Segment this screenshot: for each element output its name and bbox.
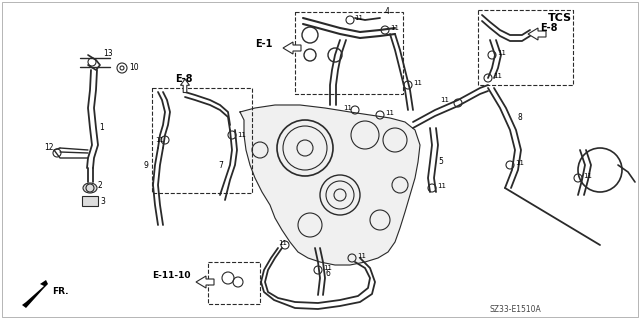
Text: E-8: E-8 xyxy=(175,74,193,84)
Text: 4: 4 xyxy=(385,8,390,17)
Bar xyxy=(208,262,260,304)
Text: 11: 11 xyxy=(440,97,449,103)
Text: TCS: TCS xyxy=(548,13,572,23)
Text: 2: 2 xyxy=(98,182,103,190)
Text: 11: 11 xyxy=(354,15,363,21)
Text: 8: 8 xyxy=(518,114,523,122)
Text: 11: 11 xyxy=(497,50,506,56)
Text: SZ33-E1510A: SZ33-E1510A xyxy=(490,306,541,315)
Text: 11: 11 xyxy=(413,80,422,86)
Text: 11: 11 xyxy=(385,110,394,116)
Text: 11: 11 xyxy=(155,137,164,143)
Text: E-1: E-1 xyxy=(255,39,273,49)
Text: 13: 13 xyxy=(103,48,113,57)
Text: 9: 9 xyxy=(144,160,149,169)
Text: 7: 7 xyxy=(218,160,223,169)
Polygon shape xyxy=(528,28,546,40)
Text: 11: 11 xyxy=(237,132,246,138)
Text: 11: 11 xyxy=(323,265,332,271)
Text: 6: 6 xyxy=(325,270,330,278)
Text: 3: 3 xyxy=(100,197,105,205)
Polygon shape xyxy=(240,105,420,265)
Text: 1: 1 xyxy=(99,123,104,132)
Bar xyxy=(82,196,98,206)
Text: 11: 11 xyxy=(343,105,352,111)
Bar xyxy=(152,88,252,193)
Polygon shape xyxy=(283,42,301,54)
Text: 11: 11 xyxy=(390,25,399,31)
Text: E-11-10: E-11-10 xyxy=(152,271,191,280)
Text: 11: 11 xyxy=(437,183,446,189)
Polygon shape xyxy=(196,276,214,288)
Ellipse shape xyxy=(83,183,97,193)
Text: E-8: E-8 xyxy=(540,23,557,33)
Polygon shape xyxy=(180,79,189,93)
Polygon shape xyxy=(22,280,48,308)
Bar xyxy=(295,12,403,94)
Text: 11: 11 xyxy=(515,160,524,166)
Text: FR.: FR. xyxy=(52,287,68,296)
Text: 5: 5 xyxy=(438,158,443,167)
Text: 11: 11 xyxy=(583,173,592,179)
Bar xyxy=(478,10,573,85)
Text: 12: 12 xyxy=(44,144,54,152)
Text: 10: 10 xyxy=(129,63,139,72)
Text: 11: 11 xyxy=(493,73,502,79)
Text: 11: 11 xyxy=(278,240,287,246)
Text: 11: 11 xyxy=(357,253,366,259)
